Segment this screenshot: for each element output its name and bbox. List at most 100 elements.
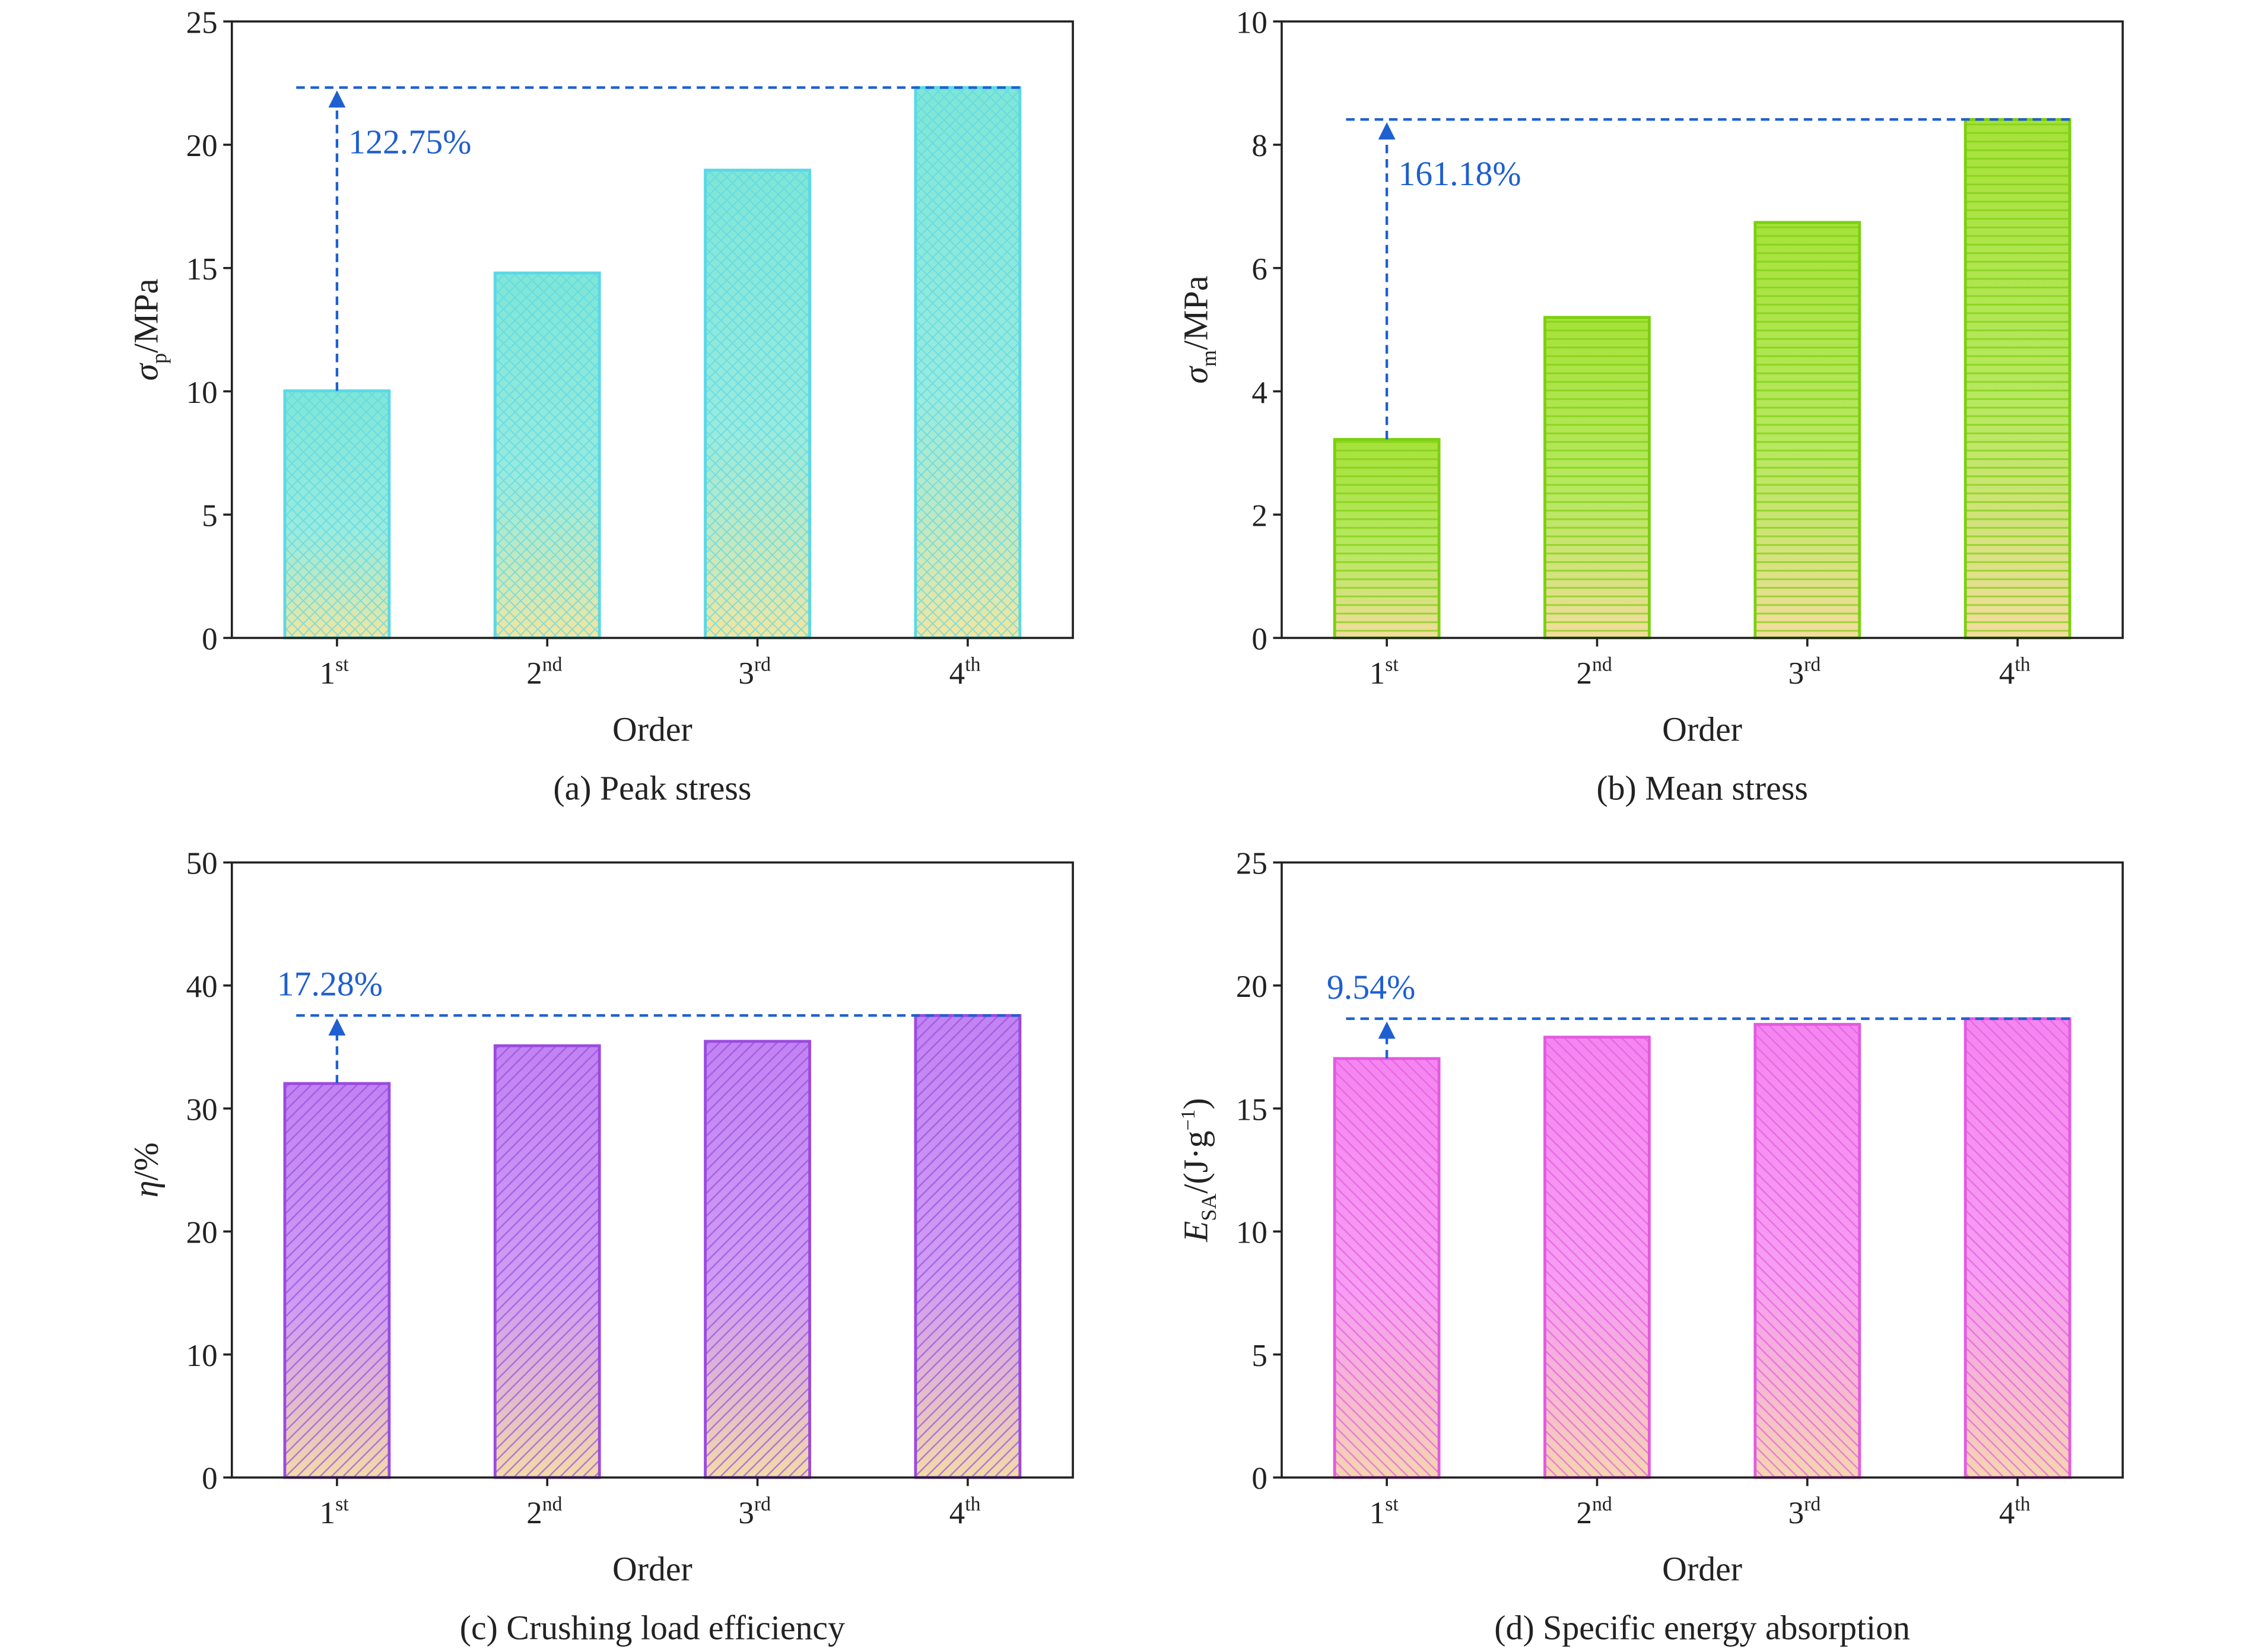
y-tick-label: 6 [1251,252,1267,287]
arrow-head-icon [1378,1021,1396,1039]
bar-4 [914,1014,1022,1479]
bar-3 [1753,1022,1861,1479]
plot-frame [1281,861,2124,1479]
bar-1 [283,389,391,640]
bar-outline [1753,221,1861,640]
bar-2 [493,1044,601,1479]
y-tick-label: 4 [1251,376,1267,410]
y-tick-label: 50 [186,847,218,881]
bar-2 [493,271,601,640]
bar-4 [1964,117,2072,640]
y-tick-label: 10 [186,376,218,410]
bar-3 [704,169,811,640]
panel-caption: (c) Crushing load efficiency [460,1608,845,1647]
y-tick-label: 8 [1251,129,1267,163]
bar-2 [1543,316,1651,640]
y-tick-label: 20 [186,129,218,163]
y-axis-label: σm/MPa [1177,276,1221,384]
plot-frame [1281,20,2124,639]
y-tick-label: 0 [202,1462,218,1496]
y-tick-label: 0 [1251,1462,1267,1496]
x-tick-label: 3rd [1788,653,1821,691]
x-axis-label: Order [612,710,692,749]
x-axis-label: Order [612,1549,692,1588]
x-tick-label: 1st [1370,1493,1399,1530]
increase-annotation: 122.75% [348,122,471,161]
bar-outline [283,1082,391,1479]
x-tick-label: 4th [949,653,981,691]
bar-outline [1753,1022,1861,1479]
bar-outline [493,271,601,640]
chart-panel-1: 0 5 10 15 20 25 1st 2nd 3rd 4th Order (a) Peak stre… [126,5,1074,807]
bar-outline [914,86,1022,640]
bar-3 [704,1040,811,1479]
x-tick-label: 2nd [526,1493,562,1530]
y-tick-label: 25 [1236,847,1267,881]
chart-panel-4: 0 5 10 15 20 25 1st 2nd 3rd 4th Order (d) Specific … [1177,847,2124,1647]
y-axis-label: η/% [126,1142,165,1197]
y-tick-label: 25 [186,5,218,40]
chart-panel-3: 0 10 20 30 40 50 1st 2nd 3rd 4th Order (c) Crushing… [126,847,1074,1647]
x-axis-label: Order [1662,1549,1742,1588]
x-tick-label: 3rd [738,1493,771,1530]
increase-annotation: 17.28% [277,965,383,1003]
bar-outline [283,389,391,640]
bar-4 [1964,1017,2072,1479]
y-tick-label: 40 [186,970,218,1004]
y-axis-label: σp/MPa [126,279,170,381]
panel-caption: (b) Mean stress [1596,768,1808,807]
bar-outline [704,1040,811,1479]
plot-frame [230,861,1074,1479]
plot-frame [230,20,1074,639]
y-tick-label: 10 [186,1339,218,1373]
x-tick-label: 4th [1999,653,2031,691]
bar-outline [1543,1035,1651,1479]
y-tick-label: 0 [1251,622,1267,656]
y-tick-label: 5 [202,499,218,533]
x-tick-label: 2nd [526,653,562,691]
bar-3 [1753,221,1861,640]
x-tick-label: 1st [320,1493,350,1530]
x-tick-label: 2nd [1577,653,1612,691]
panel-caption: (a) Peak stress [553,768,751,807]
x-tick-label: 4th [949,1493,981,1530]
y-tick-label: 20 [186,1216,218,1250]
chart-panel-2: 0 2 4 6 8 10 1st 2nd 3rd 4th Order (b) Mean stress σ… [1177,5,2124,807]
increase-annotation: 161.18% [1398,154,1521,193]
y-tick-label: 15 [186,252,218,287]
panel-caption: (d) Specific energy absorption [1494,1608,1910,1647]
y-tick-label: 30 [186,1092,218,1127]
bar-outline [493,1044,601,1479]
y-tick-label: 2 [1251,499,1267,533]
y-tick-label: 5 [1251,1339,1267,1373]
bar-outline [1333,1057,1441,1479]
arrow-head-icon [328,90,346,108]
y-tick-label: 15 [1236,1092,1267,1127]
x-tick-label: 3rd [738,653,771,691]
x-tick-label: 3rd [1788,1493,1821,1530]
bar-4 [914,86,1022,640]
y-axis-label: ESA/(J·g−1) [1177,1098,1221,1243]
bar-1 [1333,1057,1441,1479]
bar-outline [914,1014,1022,1479]
x-tick-label: 1st [320,653,350,691]
bar-outline [1333,438,1441,640]
bar-2 [1543,1035,1651,1479]
x-tick-label: 1st [1370,653,1399,691]
bar-1 [283,1082,391,1479]
arrow-head-icon [328,1018,346,1036]
y-tick-label: 20 [1236,970,1267,1004]
bar-1 [1333,438,1441,640]
y-tick-label: 0 [202,622,218,656]
increase-annotation: 9.54% [1327,968,1415,1006]
x-axis-label: Order [1662,710,1742,749]
y-tick-label: 10 [1236,1216,1267,1250]
x-tick-label: 2nd [1577,1493,1612,1530]
bar-outline [1964,1017,2072,1479]
x-tick-label: 4th [1999,1493,2031,1530]
arrow-head-icon [1378,122,1396,140]
bar-outline [1964,117,2072,640]
y-tick-label: 10 [1236,5,1267,40]
bar-outline [704,169,811,640]
